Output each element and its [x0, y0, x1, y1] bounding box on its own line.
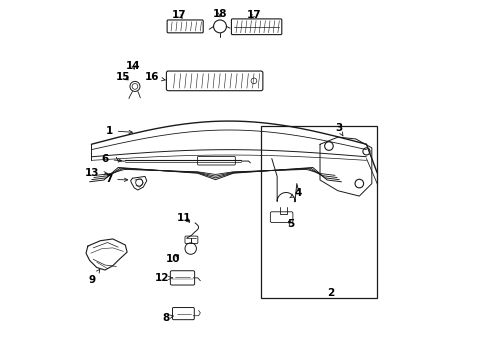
- Text: 10: 10: [166, 253, 181, 264]
- Text: 9: 9: [89, 269, 100, 285]
- Text: 11: 11: [177, 212, 192, 222]
- Text: 4: 4: [290, 188, 302, 198]
- Text: 16: 16: [145, 72, 165, 82]
- Text: 12: 12: [155, 273, 172, 283]
- Text: 6: 6: [101, 154, 122, 164]
- Text: 17: 17: [172, 10, 186, 20]
- Text: 17: 17: [246, 10, 261, 20]
- Text: 1: 1: [106, 126, 132, 136]
- Text: 8: 8: [162, 312, 173, 323]
- Text: 5: 5: [287, 219, 294, 229]
- Text: 2: 2: [327, 288, 334, 298]
- Text: 3: 3: [335, 123, 343, 136]
- Text: 15: 15: [116, 72, 131, 82]
- Text: 14: 14: [126, 61, 141, 71]
- Bar: [261, 126, 377, 298]
- Text: 18: 18: [213, 9, 227, 19]
- Text: 13: 13: [85, 168, 107, 178]
- Text: 7: 7: [105, 174, 128, 184]
